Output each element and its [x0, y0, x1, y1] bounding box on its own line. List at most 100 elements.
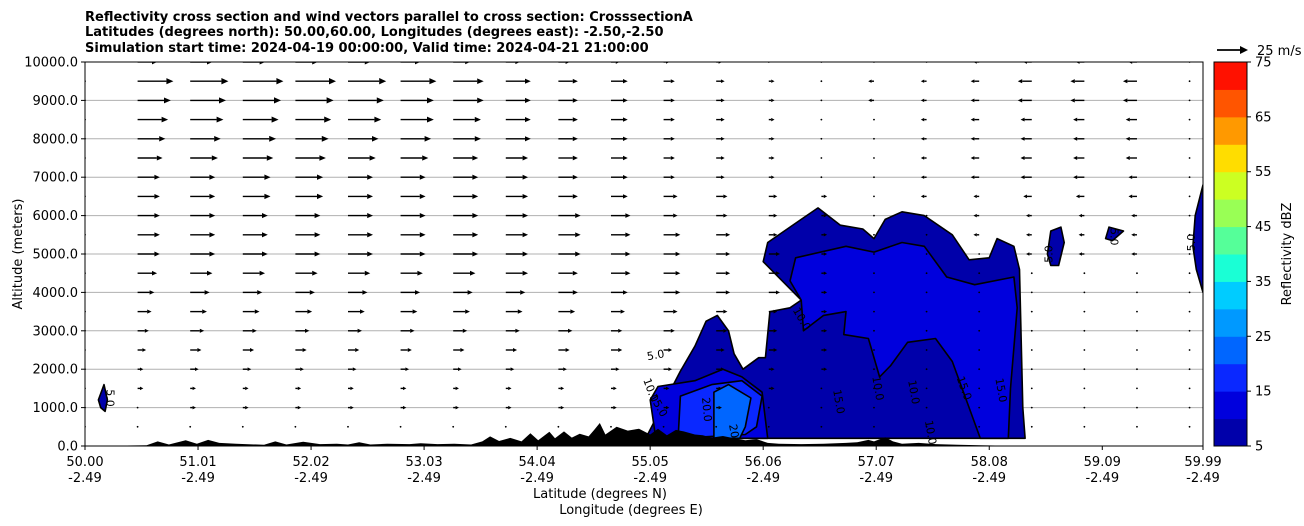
wind-vector	[873, 176, 875, 179]
contour-label-9: 10.0	[922, 419, 939, 445]
colorbar-segment-9	[1214, 171, 1247, 200]
x-tick-label-lat-7: 57.07	[858, 455, 895, 470]
contour-label-13: 15.0	[992, 377, 1009, 403]
wind-vector	[978, 310, 981, 313]
wind-vector	[505, 386, 512, 391]
wind-vector	[347, 348, 360, 352]
wind-vector	[768, 117, 775, 122]
wind-vector	[1188, 349, 1191, 351]
wind-vector	[190, 116, 224, 123]
wind-vector	[242, 213, 268, 219]
wind-vector	[925, 233, 928, 236]
wind-vector	[505, 367, 515, 372]
wind-vector	[821, 309, 828, 314]
y-tick-label-9: 9000.0	[33, 94, 79, 109]
wind-vector	[400, 290, 421, 295]
wind-vector	[558, 348, 570, 352]
x-axis-label-longitude: Longitude (degrees E)	[559, 503, 703, 518]
wind-vector	[241, 425, 244, 428]
wind-vector	[820, 157, 823, 159]
wind-vector	[716, 348, 725, 352]
wind-vector	[767, 425, 770, 428]
wind-vector	[558, 232, 581, 238]
wind-vector	[1030, 406, 1033, 409]
wind-vector	[242, 251, 268, 257]
wind-vector	[610, 425, 612, 428]
wind-vector	[137, 78, 174, 85]
wind-vector	[452, 425, 455, 428]
wind-vector	[610, 290, 628, 295]
wind-vector	[190, 367, 199, 372]
wind-vector	[1030, 349, 1033, 351]
wind-vector	[347, 232, 373, 238]
colorbar: 5 15 25 35 45 55 65 75	[1213, 56, 1272, 455]
colorbar-tick-label-7: 75	[1255, 56, 1272, 71]
colorbar-segment-2	[1214, 363, 1247, 392]
wind-vector	[558, 117, 578, 122]
y-tick-label-3: 3000.0	[33, 324, 79, 339]
wind-vector	[400, 97, 434, 104]
wind-vector	[347, 405, 354, 410]
contour-label-8: 10.0	[905, 379, 922, 405]
wind-vector	[295, 78, 336, 85]
wind-vector	[1083, 310, 1086, 313]
wind-vector	[453, 97, 484, 104]
wind-vector	[978, 425, 981, 428]
wind-vector	[716, 117, 725, 122]
wind-vector	[137, 232, 160, 238]
wind-vector	[190, 174, 216, 180]
wind-vector	[873, 291, 875, 294]
x-tick-label-lat-1: 51.01	[179, 455, 216, 470]
wind-vector	[716, 251, 731, 257]
wind-vector	[137, 136, 166, 142]
wind-vector	[400, 136, 432, 142]
wind-vector	[190, 78, 229, 85]
wind-vector	[453, 78, 484, 84]
wind-vector	[610, 117, 628, 122]
wind-vector	[716, 136, 725, 141]
x-tick-label-lon-1: -2.49	[181, 471, 215, 486]
wind-vector	[663, 175, 675, 180]
wind-vector	[453, 309, 470, 314]
wind-vector	[873, 310, 875, 313]
wind-vector	[558, 367, 567, 372]
wind-vector	[820, 118, 823, 121]
wind-vector	[978, 329, 981, 332]
wind-vector	[716, 156, 725, 160]
wind-vector	[663, 156, 675, 160]
wind-vector	[716, 405, 722, 410]
wind-vector	[970, 98, 980, 103]
wind-vector	[920, 156, 927, 160]
x-tick-label-lat-4: 54.04	[519, 455, 556, 470]
wind-vector	[505, 232, 529, 238]
contour-label-2: 5.0	[1043, 245, 1056, 263]
wind-vector	[873, 157, 875, 159]
wind-vector	[453, 386, 459, 391]
wind-vector	[136, 406, 139, 409]
wind-vector	[663, 290, 681, 295]
wind-vector	[978, 349, 981, 351]
y-tick-label-7: 7000.0	[33, 171, 79, 186]
wind-vector	[295, 290, 315, 295]
wind-vector	[1188, 233, 1191, 236]
wind-vector	[873, 425, 875, 428]
wind-vector	[1073, 136, 1085, 141]
wind-vector	[610, 328, 623, 333]
wind-vector	[663, 194, 678, 199]
wind-vector	[190, 232, 216, 238]
wind-vector	[920, 194, 927, 199]
wind-vector	[1030, 272, 1033, 275]
wind-vector	[663, 309, 678, 314]
wind-vector	[1017, 98, 1032, 103]
x-tick-label-lat-2: 52.02	[292, 455, 329, 470]
wind-vector	[558, 174, 578, 180]
wind-vector	[920, 117, 927, 122]
wind-key-label: 25 m/s	[1257, 44, 1302, 59]
wind-vector	[970, 136, 980, 141]
title-line-3: Simulation start time: 2024-04-19 00:00:…	[85, 41, 649, 56]
y-tick-label-5: 5000.0	[33, 248, 79, 263]
x-tick-label-lon-7: -2.49	[859, 471, 893, 486]
wind-vector	[1030, 368, 1033, 371]
wind-vector	[610, 232, 631, 238]
wind-vector	[768, 232, 778, 237]
